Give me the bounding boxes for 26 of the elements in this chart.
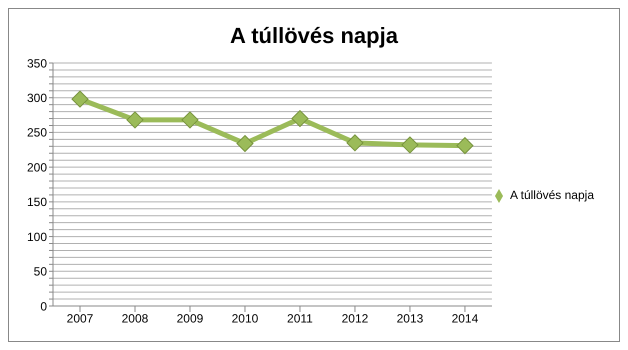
x-tick-label: 2010 [232, 312, 259, 326]
x-tick-label: 2014 [452, 312, 479, 326]
chart-title: A túllövés napja [229, 23, 400, 50]
y-tick-label: 200 [26, 160, 48, 174]
x-tick-label: 2008 [122, 312, 149, 326]
x-tick-label: 2013 [396, 312, 424, 326]
point [291, 110, 308, 128]
point [236, 135, 254, 152]
y-tick-label: 250 [26, 126, 48, 140]
y-tick-label: 100 [26, 230, 48, 244]
x-tick-label: 2012 [342, 312, 369, 326]
legend-label: A túllövés napja [510, 188, 594, 202]
point [456, 137, 474, 154]
y-tick-label: 300 [26, 90, 48, 105]
point [401, 136, 418, 154]
x-tick-label: 2007 [66, 312, 94, 326]
y-tick-label: 350 [26, 56, 48, 70]
x-tick-label: 2011 [287, 312, 314, 326]
x-tick-label: 2009 [176, 312, 204, 326]
point [181, 111, 198, 128]
point [346, 134, 364, 152]
y-tick-label: 150 [26, 195, 48, 210]
y-tick-label: 0 [40, 299, 48, 314]
y-tick-label: 50 [34, 264, 48, 279]
point [126, 111, 144, 128]
point [72, 90, 88, 108]
